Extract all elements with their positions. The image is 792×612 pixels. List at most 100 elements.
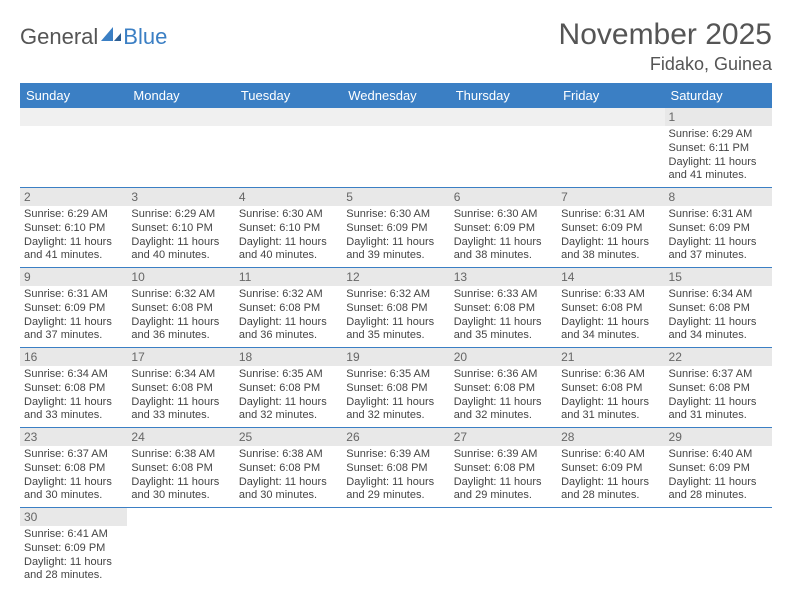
daylight-line: Daylight: 11 hours and 37 minutes. [669,236,768,264]
day-number: 16 [20,348,127,366]
sunset-line: Sunset: 6:08 PM [24,462,123,476]
daylight-line: Daylight: 11 hours and 28 minutes. [561,476,660,504]
day-number: 9 [20,268,127,286]
calendar-cell: 24Sunrise: 6:38 AMSunset: 6:08 PMDayligh… [127,428,234,508]
daylight-line: Daylight: 11 hours and 41 minutes. [24,236,123,264]
day-number: 19 [342,348,449,366]
sunset-line: Sunset: 6:08 PM [561,302,660,316]
header: GeneralBlue November 2025 Fidako, Guinea [20,18,772,75]
sunset-line: Sunset: 6:09 PM [561,462,660,476]
sunrise-line: Sunrise: 6:33 AM [454,288,553,302]
day-number: 17 [127,348,234,366]
calendar-cell [235,508,342,588]
calendar-cell: 1Sunrise: 6:29 AMSunset: 6:11 PMDaylight… [665,108,772,188]
calendar-cell: 29Sunrise: 6:40 AMSunset: 6:09 PMDayligh… [665,428,772,508]
logo: GeneralBlue [20,18,167,50]
calendar-cell: 13Sunrise: 6:33 AMSunset: 6:08 PMDayligh… [450,268,557,348]
sunset-line: Sunset: 6:08 PM [239,382,338,396]
sunrise-line: Sunrise: 6:35 AM [239,368,338,382]
day-number: 8 [665,188,772,206]
calendar-cell [557,108,664,188]
empty-day-bar [127,108,234,126]
sunrise-line: Sunrise: 6:31 AM [669,208,768,222]
calendar-header-row: SundayMondayTuesdayWednesdayThursdayFrid… [20,83,772,108]
calendar-cell: 22Sunrise: 6:37 AMSunset: 6:08 PMDayligh… [665,348,772,428]
sunrise-line: Sunrise: 6:34 AM [669,288,768,302]
sunrise-line: Sunrise: 6:37 AM [669,368,768,382]
calendar-cell: 6Sunrise: 6:30 AMSunset: 6:09 PMDaylight… [450,188,557,268]
daylight-line: Daylight: 11 hours and 37 minutes. [24,316,123,344]
calendar-cell: 10Sunrise: 6:32 AMSunset: 6:08 PMDayligh… [127,268,234,348]
day-number: 4 [235,188,342,206]
calendar-cell: 8 Sunrise: 6:31 AMSunset: 6:09 PMDaylight… [665,188,772,268]
calendar-cell: 12Sunrise: 6:32 AMSunset: 6:08 PMDayligh… [342,268,449,348]
calendar-cell [235,108,342,188]
sunrise-line: Sunrise: 6:29 AM [24,208,123,222]
calendar-cell: 25Sunrise: 6:38 AMSunset: 6:08 PMDayligh… [235,428,342,508]
calendar-cell [665,508,772,588]
sunset-line: Sunset: 6:08 PM [24,382,123,396]
day-number: 5 [342,188,449,206]
calendar-cell: 28Sunrise: 6:40 AMSunset: 6:09 PMDayligh… [557,428,664,508]
sunset-line: Sunset: 6:09 PM [669,222,768,236]
empty-day-bar [342,108,449,126]
sunset-line: Sunset: 6:10 PM [131,222,230,236]
calendar-week-row: 2Sunrise: 6:29 AMSunset: 6:10 PMDaylight… [20,188,772,268]
sunset-line: Sunset: 6:09 PM [669,462,768,476]
day-number: 25 [235,428,342,446]
calendar-cell: 17Sunrise: 6:34 AMSunset: 6:08 PMDayligh… [127,348,234,428]
sunrise-line: Sunrise: 6:32 AM [131,288,230,302]
calendar-week-row: 30Sunrise: 6:41 AMSunset: 6:09 PMDayligh… [20,508,772,588]
empty-day-bar [557,108,664,126]
logo-text-blue: Blue [123,24,167,50]
sunrise-line: Sunrise: 6:38 AM [131,448,230,462]
sunset-line: Sunset: 6:09 PM [24,302,123,316]
calendar-cell: 7Sunrise: 6:31 AMSunset: 6:09 PMDaylight… [557,188,664,268]
calendar-cell: 27Sunrise: 6:39 AMSunset: 6:08 PMDayligh… [450,428,557,508]
sunrise-line: Sunrise: 6:38 AM [239,448,338,462]
calendar-cell: 23Sunrise: 6:37 AMSunset: 6:08 PMDayligh… [20,428,127,508]
daylight-line: Daylight: 11 hours and 33 minutes. [24,396,123,424]
sunset-line: Sunset: 6:08 PM [239,302,338,316]
sunrise-line: Sunrise: 6:31 AM [24,288,123,302]
sunrise-line: Sunrise: 6:40 AM [561,448,660,462]
daylight-line: Daylight: 11 hours and 35 minutes. [454,316,553,344]
sunset-line: Sunset: 6:08 PM [131,462,230,476]
calendar-cell: 11Sunrise: 6:32 AMSunset: 6:08 PMDayligh… [235,268,342,348]
calendar-cell: 30Sunrise: 6:41 AMSunset: 6:09 PMDayligh… [20,508,127,588]
daylight-line: Daylight: 11 hours and 35 minutes. [346,316,445,344]
day-number: 12 [342,268,449,286]
calendar-cell: 20Sunrise: 6:36 AMSunset: 6:08 PMDayligh… [450,348,557,428]
daylight-line: Daylight: 11 hours and 32 minutes. [454,396,553,424]
sunset-line: Sunset: 6:08 PM [346,462,445,476]
sunrise-line: Sunrise: 6:34 AM [131,368,230,382]
sunset-line: Sunset: 6:08 PM [346,382,445,396]
daylight-line: Daylight: 11 hours and 28 minutes. [24,556,123,584]
sunrise-line: Sunrise: 6:41 AM [24,528,123,542]
daylight-line: Daylight: 11 hours and 36 minutes. [131,316,230,344]
day-number: 1 [665,108,772,126]
daylight-line: Daylight: 11 hours and 33 minutes. [131,396,230,424]
daylight-line: Daylight: 11 hours and 32 minutes. [346,396,445,424]
sunset-line: Sunset: 6:08 PM [669,302,768,316]
daylight-line: Daylight: 11 hours and 39 minutes. [346,236,445,264]
calendar-cell [127,108,234,188]
sunrise-line: Sunrise: 6:33 AM [561,288,660,302]
daylight-line: Daylight: 11 hours and 38 minutes. [454,236,553,264]
calendar-cell: 14Sunrise: 6:33 AMSunset: 6:08 PMDayligh… [557,268,664,348]
page-title: November 2025 [559,18,772,52]
daylight-line: Daylight: 11 hours and 41 minutes. [669,156,768,184]
calendar-cell: 3Sunrise: 6:29 AMSunset: 6:10 PMDaylight… [127,188,234,268]
sunrise-line: Sunrise: 6:29 AM [669,128,768,142]
day-number: 22 [665,348,772,366]
day-number: 11 [235,268,342,286]
sunrise-line: Sunrise: 6:39 AM [454,448,553,462]
day-header: Tuesday [235,83,342,108]
day-number: 24 [127,428,234,446]
sunrise-line: Sunrise: 6:32 AM [239,288,338,302]
calendar-cell: 15Sunrise: 6:34 AMSunset: 6:08 PMDayligh… [665,268,772,348]
calendar-cell: 2Sunrise: 6:29 AMSunset: 6:10 PMDaylight… [20,188,127,268]
sunset-line: Sunset: 6:09 PM [346,222,445,236]
daylight-line: Daylight: 11 hours and 34 minutes. [669,316,768,344]
sunrise-line: Sunrise: 6:30 AM [454,208,553,222]
